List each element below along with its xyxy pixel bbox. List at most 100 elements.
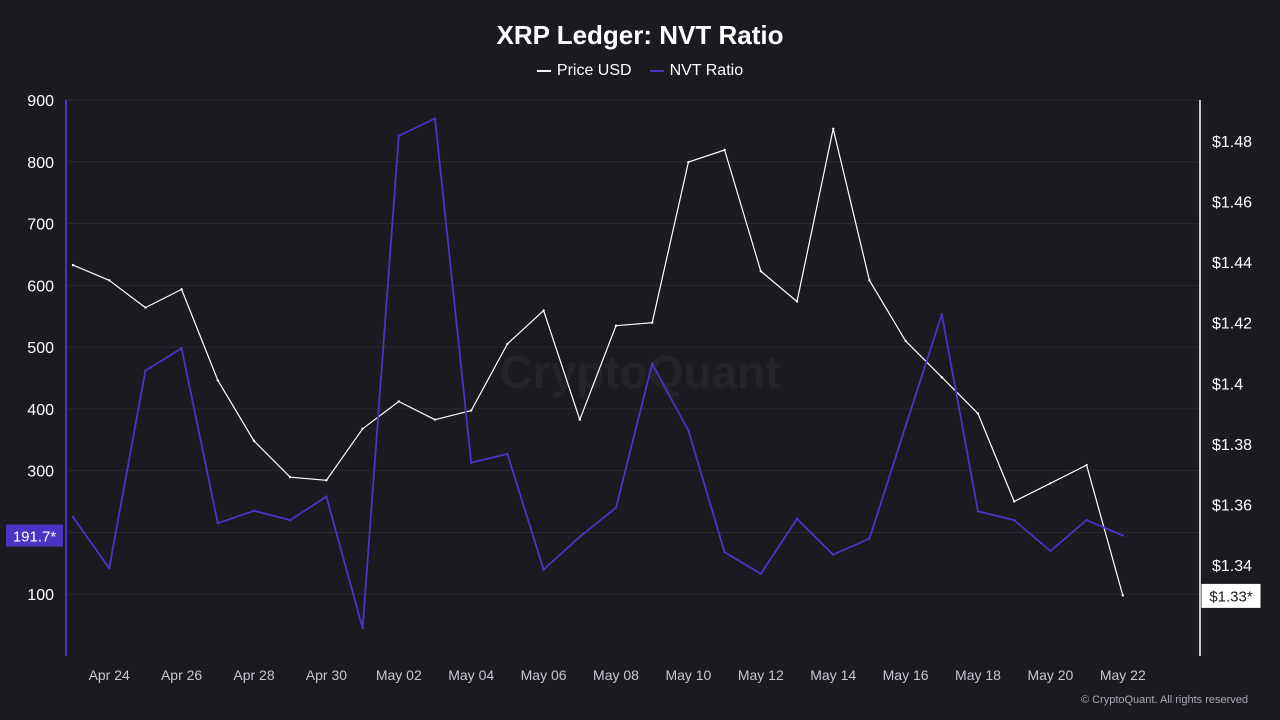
x-tick-label: May 08 bbox=[593, 667, 639, 683]
nvt-ratio-point bbox=[108, 567, 111, 570]
nvt-ratio-point bbox=[1121, 534, 1125, 537]
nvt-ratio-point bbox=[940, 313, 943, 316]
y-left-tick-label: 400 bbox=[27, 402, 54, 419]
price-usd-point bbox=[976, 412, 980, 415]
price-usd-point bbox=[578, 418, 581, 421]
nvt-ratio-point bbox=[144, 369, 147, 372]
x-tick-label: May 20 bbox=[1027, 667, 1073, 683]
x-tick-label: May 12 bbox=[738, 667, 784, 683]
nvt-ratio-point bbox=[651, 362, 654, 365]
price-usd-point bbox=[1013, 500, 1016, 503]
legend-label-price: Price USD bbox=[556, 62, 632, 79]
nvt-ratio-point bbox=[1085, 518, 1088, 522]
y-left-tick-label: 900 bbox=[27, 93, 54, 110]
legend-item-price[interactable]: Price USD bbox=[536, 62, 632, 80]
left-value-badge-bg bbox=[6, 524, 63, 547]
y-left-tick-label: 100 bbox=[27, 587, 54, 604]
nvt-ratio-point bbox=[904, 424, 907, 428]
nvt-ratio-point bbox=[506, 452, 509, 456]
nvt-ratio-point bbox=[868, 537, 871, 540]
x-tick-label: Apr 30 bbox=[306, 667, 347, 683]
price-usd-point bbox=[723, 148, 726, 152]
y-left-tick-label: 600 bbox=[27, 278, 54, 295]
nvt-ratio-point bbox=[361, 627, 364, 630]
nvt-ratio-line[interactable] bbox=[72, 117, 1124, 630]
x-tick-label: Apr 28 bbox=[233, 667, 274, 683]
price-usd-point bbox=[1085, 463, 1088, 467]
nvt-ratio-point bbox=[832, 553, 835, 556]
x-tick-label: May 16 bbox=[883, 667, 929, 683]
price-usd-point bbox=[1121, 594, 1125, 597]
x-tick-label: May 22 bbox=[1100, 667, 1146, 683]
y-right-tick-label: $1.42 bbox=[1212, 316, 1252, 333]
right-value-badge-bg bbox=[1201, 583, 1261, 608]
nvt-ratio-point bbox=[433, 117, 437, 120]
nvt-ratio-point bbox=[542, 568, 545, 571]
price-usd-line[interactable] bbox=[72, 128, 1124, 596]
y-right-tick-label: $1.48 bbox=[1212, 134, 1252, 151]
nvt-ratio-point bbox=[578, 535, 581, 538]
price-usd-point bbox=[433, 418, 437, 421]
price-usd-point bbox=[325, 479, 328, 482]
price-usd-point bbox=[216, 379, 219, 382]
legend-item-nvt[interactable]: NVT Ratio bbox=[649, 62, 744, 80]
x-tick-label: May 06 bbox=[521, 667, 567, 683]
nvt-ratio-point bbox=[470, 461, 473, 464]
y-right-tick-label: $1.34 bbox=[1212, 558, 1252, 575]
nvt-ratio-point bbox=[216, 521, 219, 525]
legend-label-nvt: NVT Ratio bbox=[669, 62, 744, 79]
nvt-ratio-point bbox=[71, 515, 75, 519]
nvt-ratio-point bbox=[723, 551, 726, 554]
y-right-tick-label: $1.36 bbox=[1212, 498, 1252, 515]
price-usd-point bbox=[144, 306, 147, 309]
price-usd-point bbox=[795, 300, 799, 303]
x-tick-label: May 14 bbox=[810, 667, 856, 683]
y-left-tick-label: 500 bbox=[27, 340, 54, 357]
y-left-tick-label: 700 bbox=[27, 217, 54, 234]
nvt-ratio-point bbox=[180, 347, 183, 350]
y-right-tick-label: $1.44 bbox=[1212, 255, 1252, 272]
price-usd-point bbox=[397, 400, 400, 403]
price-usd-point bbox=[252, 439, 256, 443]
x-tick-label: May 18 bbox=[955, 667, 1001, 683]
nvt-ratio-point bbox=[976, 510, 980, 513]
price-usd-point bbox=[687, 160, 690, 164]
y-right-tick-label: $1.38 bbox=[1212, 437, 1252, 454]
watermark: CryptoQuant bbox=[0, 345, 1280, 399]
x-tick-label: May 02 bbox=[376, 667, 422, 683]
price-usd-point bbox=[108, 279, 111, 282]
price-usd-point bbox=[651, 321, 654, 324]
nvt-ratio-point bbox=[759, 572, 762, 576]
nvt-ratio-point bbox=[1013, 518, 1016, 522]
nvt-ratio-point bbox=[397, 134, 400, 138]
nvt-ratio-point bbox=[1049, 549, 1052, 553]
y-right-tick-label: $1.46 bbox=[1212, 195, 1252, 212]
nvt-ratio-point bbox=[252, 509, 256, 513]
x-tick-label: Apr 26 bbox=[161, 667, 202, 683]
right-value-badge: $1.33* bbox=[1209, 588, 1253, 605]
price-usd-point bbox=[361, 427, 364, 430]
x-tick-label: Apr 24 bbox=[89, 667, 130, 683]
left-value-badge: 191.7* bbox=[13, 529, 57, 546]
price-usd-point bbox=[470, 409, 473, 412]
copyright-footer: © CryptoQuant. All rights reserved bbox=[1080, 694, 1248, 706]
nvt-ratio-point bbox=[795, 517, 799, 521]
nvt-ratio-point bbox=[289, 518, 292, 522]
price-usd-point bbox=[1049, 482, 1052, 485]
price-usd-point bbox=[940, 376, 943, 379]
price-usd-point bbox=[71, 263, 75, 267]
price-usd-point bbox=[506, 342, 509, 346]
y-left-tick-label: 800 bbox=[27, 155, 54, 172]
legend-swatch-price bbox=[536, 70, 551, 72]
x-tick-label: May 04 bbox=[448, 667, 494, 683]
price-usd-point bbox=[904, 339, 907, 343]
price-usd-point bbox=[614, 324, 618, 327]
price-usd-point bbox=[832, 127, 835, 130]
legend-swatch-nvt bbox=[649, 70, 664, 72]
nvt-ratio-point bbox=[687, 429, 690, 432]
legend: Price USD NVT Ratio bbox=[0, 62, 1280, 80]
price-usd-point bbox=[180, 288, 183, 291]
chart-title: XRP Ledger: NVT Ratio bbox=[496, 20, 784, 50]
y-right-tick-label: $1.4 bbox=[1212, 376, 1243, 393]
